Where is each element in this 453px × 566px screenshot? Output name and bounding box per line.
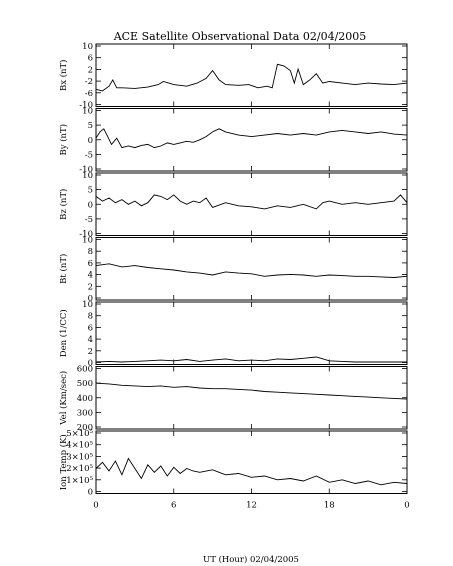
y-axis-label: Bx (nT) [58, 59, 69, 91]
series-line-vel [95, 382, 408, 400]
x-tick-label: 0 [404, 501, 409, 511]
y-tick-label: 8 [88, 247, 93, 257]
y-tick-label: 10 [82, 300, 93, 310]
y-tick-label: 300 [77, 408, 93, 418]
y-tick-label: 200 [77, 423, 93, 433]
series-line-bt [95, 263, 408, 278]
panel-frame [95, 108, 408, 172]
y-tick-label: 2 [88, 65, 93, 75]
y-tick-label: 0 [88, 294, 93, 304]
panel-frame [95, 430, 408, 494]
panel-frame [95, 43, 408, 107]
panel-bz: 10 5 0 -5 -10 Bz (nT) [58, 171, 408, 240]
y-tick-label: 600 [77, 365, 93, 375]
y-tick-label: 2 [88, 347, 93, 357]
panel-frame [95, 237, 408, 301]
y-tick-label: -10 [79, 230, 93, 240]
series-line-bz [95, 194, 408, 210]
y-tick-label: -10 [79, 165, 93, 175]
panel-den: 10 86 4 2 0 Den (1/CC) [58, 300, 408, 369]
x-tick-label: 18 [324, 501, 335, 511]
panel-bt: 108 6 42 0 Bt (nT) [58, 236, 408, 304]
y-tick-label: -2 [85, 77, 93, 87]
x-tick-label: 6 [171, 501, 176, 511]
y-tick-label: 1×10⁵ [66, 476, 93, 486]
y-tick-label: 8 [88, 312, 93, 322]
y-tick-label: -6 [85, 89, 93, 99]
y-axis-label: By (nT) [58, 124, 69, 156]
y-tick-label: 10 [82, 42, 93, 52]
y-tick-label: 500 [77, 379, 93, 389]
y-tick-label: 0 [88, 488, 93, 498]
series-line-bx [95, 63, 408, 92]
y-axis-label: Bt (nT) [58, 254, 69, 284]
panel-frame [95, 172, 408, 236]
y-axis-label: Den (1/CC) [58, 309, 69, 357]
y-tick-label: 6 [88, 323, 93, 333]
y-axis-label: Vel (Km/sec) [58, 371, 69, 426]
y-tick-label: -10 [79, 101, 93, 111]
y-tick-label: 0 [88, 136, 93, 146]
series-line-den [95, 356, 407, 363]
y-tick-label: 6 [88, 54, 93, 64]
y-tick-label: 2×10⁵ [66, 464, 93, 474]
y-tick-label: 2 [88, 282, 93, 292]
y-tick-label: -5 [85, 150, 93, 160]
y-axis-label: Ion Temp (K) [58, 434, 69, 490]
panel-frame [95, 366, 408, 430]
y-tick-label: 6 [88, 259, 93, 269]
y-tick-label: 10 [82, 171, 93, 181]
panel-by: 10 5 0 -5 -10 By (nT) [58, 107, 408, 175]
y-tick-label: 0 [88, 359, 93, 369]
x-axis-label: UT (Hour) 02/04/2005 [203, 554, 299, 565]
x-tick-label: 0 [93, 501, 98, 511]
series-line-by [95, 128, 408, 149]
y-tick-label: 4×10⁵ [66, 441, 93, 451]
y-tick-label: 4 [88, 335, 93, 345]
y-tick-label: 0 [88, 200, 93, 210]
y-tick-label: 10 [82, 236, 93, 246]
y-tick-label: -5 [85, 215, 93, 225]
y-tick-label: 400 [77, 394, 93, 404]
y-tick-label: 4 [88, 271, 93, 281]
chart-title: ACE Satellite Observational Data 02/04/2… [113, 30, 367, 43]
y-tick-label: 5 [88, 121, 93, 131]
y-tick-label: 3×10⁵ [66, 452, 93, 462]
series-line-temp [95, 457, 408, 486]
y-tick-label: 10 [82, 107, 93, 117]
y-tick-label: 5 [88, 186, 93, 196]
y-axis-label: Bz (nT) [58, 189, 69, 220]
panel-frame [95, 301, 408, 365]
x-tick-label: 12 [246, 501, 257, 511]
panel-bx: 10 62 -2 -6 -10 Bx (nT) [58, 42, 408, 111]
panel-vel: 600 500 400 300 200 Vel (Km/sec) [58, 365, 408, 433]
y-tick-label: 5×10⁵ [66, 429, 93, 439]
